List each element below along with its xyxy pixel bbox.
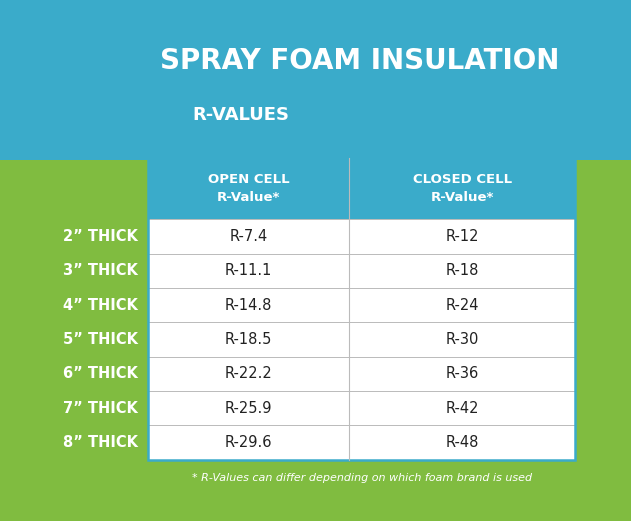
Text: 6” THICK: 6” THICK xyxy=(63,366,138,381)
Text: R-12: R-12 xyxy=(445,229,479,244)
Text: R-36: R-36 xyxy=(445,366,479,381)
Bar xyxy=(148,425,575,460)
Text: R-29.6: R-29.6 xyxy=(225,435,273,450)
Text: R-14.8: R-14.8 xyxy=(225,297,273,313)
Text: R-VALUES: R-VALUES xyxy=(192,106,290,124)
Text: 3” THICK: 3” THICK xyxy=(63,263,138,278)
Bar xyxy=(148,356,575,391)
Bar xyxy=(0,0,631,160)
Text: 2” THICK: 2” THICK xyxy=(63,229,138,244)
Text: R-30: R-30 xyxy=(445,332,479,347)
Text: R-42: R-42 xyxy=(445,401,479,416)
Text: 5” THICK: 5” THICK xyxy=(63,332,138,347)
Text: R-48: R-48 xyxy=(445,435,479,450)
Text: SPRAY FOAM INSULATION: SPRAY FOAM INSULATION xyxy=(160,47,559,75)
Bar xyxy=(148,158,575,460)
Bar xyxy=(148,254,575,288)
Text: R-Value*: R-Value* xyxy=(430,191,494,204)
Text: * R-Values can differ depending on which foam brand is used: * R-Values can differ depending on which… xyxy=(192,473,532,482)
Text: R-22.2: R-22.2 xyxy=(225,366,273,381)
Bar xyxy=(148,158,575,219)
Text: R-18: R-18 xyxy=(445,263,479,278)
Text: R-24: R-24 xyxy=(445,297,479,313)
Text: R-Value*: R-Value* xyxy=(217,191,280,204)
Text: 4” THICK: 4” THICK xyxy=(63,297,138,313)
Text: 7” THICK: 7” THICK xyxy=(63,401,138,416)
Text: R-7.4: R-7.4 xyxy=(230,229,268,244)
Text: R-11.1: R-11.1 xyxy=(225,263,273,278)
Bar xyxy=(148,391,575,425)
Text: 8” THICK: 8” THICK xyxy=(63,435,138,450)
Bar xyxy=(148,322,575,356)
Bar xyxy=(148,288,575,322)
Text: R-25.9: R-25.9 xyxy=(225,401,273,416)
Bar xyxy=(148,219,575,254)
Text: CLOSED CELL: CLOSED CELL xyxy=(413,173,512,186)
Text: OPEN CELL: OPEN CELL xyxy=(208,173,290,186)
Text: R-18.5: R-18.5 xyxy=(225,332,273,347)
